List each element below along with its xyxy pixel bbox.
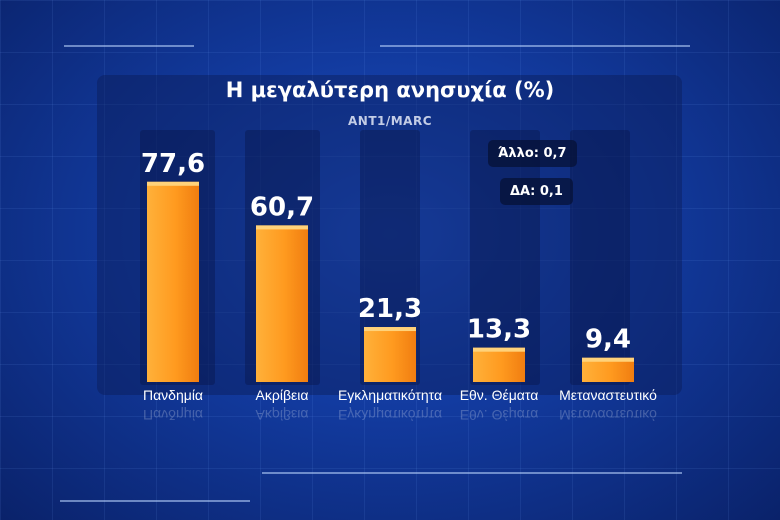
bar-value-label: 9,4 [585, 325, 631, 355]
bar-top-highlight [256, 225, 308, 230]
bar-value-label: 21,3 [358, 294, 422, 324]
bar-top-highlight [582, 357, 634, 362]
bar [147, 181, 199, 382]
decor-line [262, 472, 682, 474]
chart-title: Η μεγαλύτερη ανησυχία (%) [225, 78, 555, 102]
bar-value-label: 60,7 [250, 192, 314, 222]
category-label-reflection: Μεταναστευτικό [559, 407, 657, 423]
category-label-reflection: Ακρίβεια [256, 407, 309, 423]
category-label: Ακρίβεια [256, 387, 309, 403]
bar [473, 347, 525, 382]
bar-value-label: 77,6 [141, 149, 205, 179]
category-label-reflection: Εγκληματικότητα [338, 407, 442, 423]
decor-line [60, 500, 250, 502]
bar-top-highlight [473, 347, 525, 352]
category-label: Πανδημία [143, 387, 203, 403]
decor-line [64, 45, 194, 47]
bar [364, 327, 416, 382]
category-label: Εθν. Θέματα [460, 387, 539, 403]
column-backdrop [470, 130, 540, 385]
note-dk: ΔΑ: 0,1 [500, 178, 573, 205]
chart-source: ANT1/MARC [347, 114, 433, 128]
category-label-reflection: Πανδημία [143, 407, 203, 423]
decor-line [380, 45, 690, 47]
bar-top-highlight [364, 327, 416, 332]
bar-value-label: 13,3 [467, 315, 531, 345]
category-label: Εγκληματικότητα [338, 387, 442, 403]
column-backdrop [570, 130, 630, 385]
bar [582, 357, 634, 382]
note-other: Άλλο: 0,7 [488, 140, 577, 167]
bar-top-highlight [147, 181, 199, 186]
category-label: Μεταναστευτικό [559, 387, 657, 403]
bar [256, 225, 308, 382]
category-label-reflection: Εθν. Θέματα [460, 407, 539, 423]
